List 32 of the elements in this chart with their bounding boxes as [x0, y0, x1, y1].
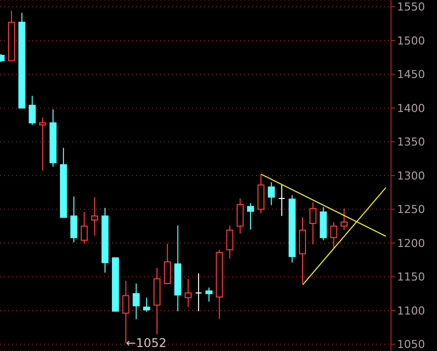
y-tick-label: 1450: [397, 68, 425, 82]
candlestick: [247, 202, 254, 230]
candlestick: [309, 202, 316, 245]
y-tick-label: 1200: [397, 236, 425, 250]
y-tick-label: 1500: [397, 34, 425, 48]
candlestick: [205, 287, 212, 302]
y-tick-label: 1400: [397, 102, 425, 115]
candlestick: [268, 182, 275, 206]
candlestick: [299, 216, 306, 284]
candlestick: [184, 278, 192, 308]
y-tick-label: 1550: [397, 0, 425, 14]
y-tick-label: 1050: [397, 338, 425, 351]
candlestick: [195, 272, 202, 312]
candlestick: [80, 211, 88, 244]
candlestick: [132, 283, 140, 320]
candlestick: [340, 208, 348, 231]
candlestick: [164, 243, 171, 284]
candlestick: [330, 222, 338, 248]
y-tick-label: 1250: [397, 203, 425, 216]
annotation: ←1052: [126, 336, 167, 350]
candlestick: [70, 196, 78, 243]
candlestick: [143, 297, 150, 312]
y-tick-label: 1350: [397, 136, 425, 149]
candlestick: [226, 224, 234, 260]
candlestick: [39, 116, 46, 172]
candlestick: [236, 198, 244, 234]
candlestick: [28, 95, 36, 126]
y-tick-label: 1300: [397, 169, 425, 182]
candlestick: [91, 196, 98, 236]
y-tick-label: 1150: [397, 270, 425, 284]
candlestick: [278, 184, 286, 216]
y-tick-label: 1100: [397, 304, 425, 318]
